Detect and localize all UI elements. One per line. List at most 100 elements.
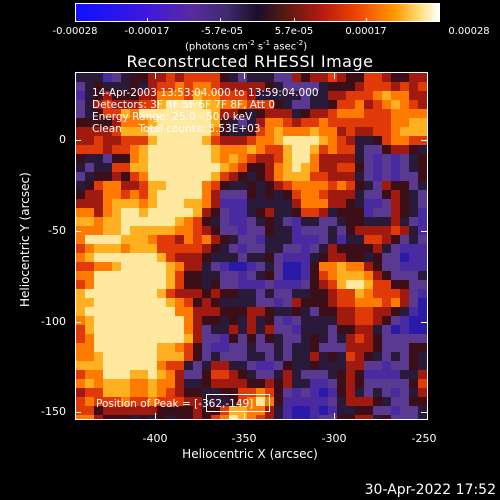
heatmap-cell [85, 307, 94, 316]
heatmap-cell [211, 262, 220, 271]
heatmap-cell [310, 388, 319, 397]
heatmap-cell [139, 406, 148, 415]
heatmap-cell [139, 118, 148, 127]
heatmap-cell [355, 271, 364, 280]
heatmap-cell [184, 406, 193, 415]
heatmap-cell [346, 145, 355, 154]
heatmap-cell [157, 316, 166, 325]
heatmap-cell [175, 334, 184, 343]
heatmap-cell [103, 289, 112, 298]
heatmap-cell [220, 226, 229, 235]
heatmap-cell [247, 82, 256, 91]
heatmap-cell [346, 343, 355, 352]
heatmap-cell [76, 343, 85, 352]
heatmap-cell [292, 163, 301, 172]
heatmap-cell [328, 397, 337, 406]
heatmap-cell [256, 343, 265, 352]
heatmap-cell [391, 91, 400, 100]
heatmap-cell [337, 379, 346, 388]
y-tick-label: 0 [59, 133, 66, 146]
heatmap-cell [391, 271, 400, 280]
heatmap-cell [256, 415, 265, 419]
heatmap-cell [355, 370, 364, 379]
heatmap-cell [265, 307, 274, 316]
heatmap-cell [319, 235, 328, 244]
heatmap-cell [265, 361, 274, 370]
heatmap-cell [256, 307, 265, 316]
heatmap-cell [112, 361, 121, 370]
heatmap-cell [148, 307, 157, 316]
heatmap-cell [229, 163, 238, 172]
heatmap-cell [121, 217, 130, 226]
heatmap-cell [391, 190, 400, 199]
heatmap-cell [139, 370, 148, 379]
heatmap-cell [418, 145, 427, 154]
heatmap-cell [220, 289, 229, 298]
heatmap-cell [337, 154, 346, 163]
heatmap-cell [94, 415, 103, 419]
heatmap-cell [328, 244, 337, 253]
heatmap-cell [229, 316, 238, 325]
heatmap-cell [256, 208, 265, 217]
heatmap-cell [103, 406, 112, 415]
heatmap-cell [76, 289, 85, 298]
heatmap-cell [103, 361, 112, 370]
heatmap-cell [175, 73, 184, 82]
heatmap-cell [238, 361, 247, 370]
heatmap-cell [319, 316, 328, 325]
heatmap-cell [103, 307, 112, 316]
heatmap-cell [409, 307, 418, 316]
heatmap-cell [247, 316, 256, 325]
heatmap-cell [256, 91, 265, 100]
heatmap-cell [148, 154, 157, 163]
heatmap-cell [193, 127, 202, 136]
heatmap-cell [265, 127, 274, 136]
heatmap-cell [301, 154, 310, 163]
heatmap-cell [346, 253, 355, 262]
heatmap-cell [400, 271, 409, 280]
heatmap-cell [319, 352, 328, 361]
heatmap-cell [229, 91, 238, 100]
heatmap-cell [355, 208, 364, 217]
heatmap-cell [85, 352, 94, 361]
heatmap-cell [292, 370, 301, 379]
heatmap-cell [211, 307, 220, 316]
heatmap-cell [274, 109, 283, 118]
heatmap-cell [283, 109, 292, 118]
heatmap-cell [202, 352, 211, 361]
heatmap-cell [157, 199, 166, 208]
heatmap-cell [112, 244, 121, 253]
heatmap-cell [283, 145, 292, 154]
heatmap-cell [292, 397, 301, 406]
heatmap-cell [301, 73, 310, 82]
heatmap-cell [409, 253, 418, 262]
heatmap-cell [409, 91, 418, 100]
heatmap-cell [184, 109, 193, 118]
x-tickmark [155, 73, 156, 79]
heatmap-cell [256, 370, 265, 379]
heatmap-cell [373, 118, 382, 127]
heatmap-cell [211, 118, 220, 127]
heatmap-cell [229, 415, 238, 419]
heatmap-cell [121, 262, 130, 271]
heatmap-cell [130, 253, 139, 262]
heatmap-cell [76, 388, 85, 397]
heatmap-cell [121, 118, 130, 127]
heatmap-cell [373, 280, 382, 289]
heatmap-cell [382, 262, 391, 271]
heatmap-cell [202, 262, 211, 271]
heatmap-cell [238, 271, 247, 280]
heatmap-cell [193, 91, 202, 100]
heatmap-cell [292, 280, 301, 289]
heatmap-cell [202, 226, 211, 235]
heatmap-cell [328, 100, 337, 109]
heatmap-cell [184, 253, 193, 262]
heatmap-cell [409, 82, 418, 91]
heatmap-cell [175, 82, 184, 91]
heatmap-cell [112, 388, 121, 397]
heatmap-cell [409, 406, 418, 415]
heatmap-cell [229, 181, 238, 190]
heatmap-cell [355, 298, 364, 307]
heatmap-cell [130, 181, 139, 190]
y-tickmark [75, 412, 81, 413]
